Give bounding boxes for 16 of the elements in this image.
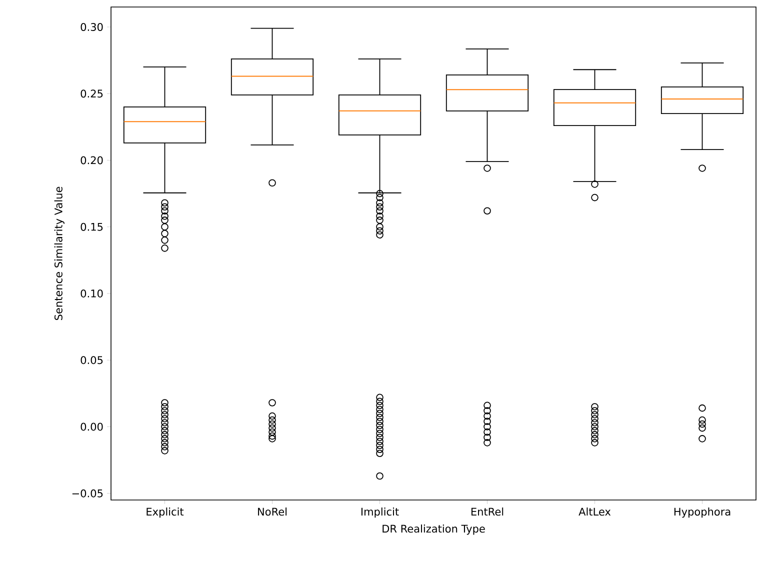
y-tick-label: 0.20	[80, 156, 103, 164]
x-axis-title: DR Realization Type	[382, 524, 485, 535]
x-tick-label: Implicit	[361, 508, 399, 518]
x-tick-label: AltLex	[578, 508, 611, 516]
y-axis-title: Sentence Similarity Value	[54, 186, 64, 320]
x-tick-label: Explicit	[146, 508, 184, 518]
y-tick-label: 0.10	[80, 289, 103, 298]
y-tick-label: 0.30	[80, 23, 103, 31]
x-tick-label: Hypophora	[674, 508, 730, 518]
y-tick-label: 0.00	[80, 422, 103, 431]
y-tick-label: −0.05	[72, 489, 103, 498]
x-tick-label: NoRel	[258, 508, 287, 516]
x-tick-label: EntRel	[471, 508, 504, 516]
y-tick-label: 0.25	[80, 90, 103, 98]
y-tick-label: 0.05	[80, 356, 103, 364]
y-tick-label: 0.15	[80, 222, 103, 231]
